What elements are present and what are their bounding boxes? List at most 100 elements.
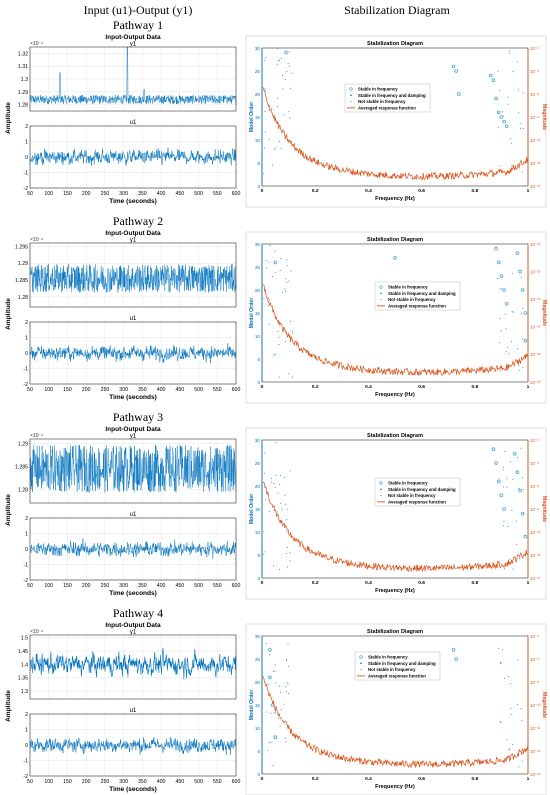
- stab-y-tick-label: 5: [257, 357, 260, 362]
- not-stable-point: [286, 282, 288, 284]
- stable-point: [494, 246, 498, 251]
- not-stable-point: [507, 103, 509, 105]
- stab-x-tick-label: 0.4: [365, 188, 372, 194]
- not-stable-point: [280, 474, 282, 476]
- not-stable-point: [268, 323, 270, 325]
- legend-label: Not stable in frequency: [388, 493, 436, 498]
- not-stable-point: [285, 552, 287, 554]
- stable-point: [454, 69, 458, 73]
- not-stable-point: [507, 96, 509, 98]
- not-stable-point: [263, 173, 265, 175]
- not-stable-point: [274, 250, 276, 252]
- x-tick-label: 450: [175, 191, 184, 197]
- not-stable-point: [285, 278, 287, 280]
- stab-x-tick-label: 0.6: [418, 384, 425, 390]
- not-stable-point: [283, 477, 285, 479]
- u1-subplot-title: u1: [130, 120, 137, 126]
- averaged-response-line: [262, 87, 529, 181]
- not-stable-point: [284, 79, 286, 81]
- not-stable-point: [279, 140, 280, 142]
- legend-label: Not stable in frequency: [358, 99, 406, 104]
- x-tick-label: 100: [44, 191, 53, 197]
- not-stable-point: [292, 332, 293, 334]
- pathway-label: Pathway 2: [113, 214, 163, 228]
- io-xlabel: Time (seconds): [109, 394, 157, 401]
- stable-point: [518, 269, 522, 274]
- not-stable-point: [279, 59, 280, 61]
- not-stable-point: [277, 331, 279, 332]
- stab-right-tick-label: 10⁻¹⁰: [530, 703, 541, 708]
- stab-y-tick-label: 0: [257, 576, 260, 581]
- stab-x-tick-label: 0.2: [312, 580, 319, 586]
- not-stable-point: [263, 297, 265, 299]
- not-stable-point: [504, 568, 506, 570]
- not-stable-point: [497, 278, 499, 279]
- legend-marker-stable: [379, 285, 383, 289]
- stab-right-tick-label: 10⁻¹²: [530, 553, 541, 558]
- x-tick-label: 200: [82, 583, 91, 589]
- not-stable-point: [511, 273, 513, 275]
- stable-point: [457, 92, 461, 96]
- stab-right-tick-label: 10⁻¹⁸: [530, 352, 541, 357]
- stab-right-tick-label: 10⁻²: [530, 438, 539, 443]
- not-stable-point: [502, 486, 504, 488]
- stab-ylabel-left: Model Order: [249, 102, 255, 133]
- not-stable-point: [273, 354, 275, 356]
- not-stable-point: [288, 665, 290, 667]
- not-stable-point: [275, 712, 276, 714]
- stab-y-tick-label: 30: [255, 438, 261, 443]
- legend-marker-stable: [359, 655, 363, 659]
- not-stable-point: [510, 138, 512, 140]
- stab-right-tick-label: 10⁻¹⁰: [530, 242, 541, 247]
- not-stable-point: [281, 57, 283, 59]
- not-stable-point: [521, 171, 523, 173]
- not-stable-point: [285, 691, 287, 693]
- stable-point: [496, 479, 501, 484]
- not-stable-point: [289, 87, 291, 89]
- not-stable-point: [518, 364, 520, 366]
- x-tick-label: 400: [157, 191, 166, 197]
- legend-label: Stable in frequency: [388, 481, 428, 486]
- not-stable-point: [518, 112, 520, 114]
- u1-tick-label: 0: [25, 351, 28, 357]
- stab-x-tick-label: 0.8: [471, 776, 478, 782]
- not-stable-point: [510, 683, 512, 684]
- stable-point: [488, 73, 493, 78]
- stable-point: [499, 274, 504, 279]
- not-stable-point: [269, 510, 270, 512]
- legend-label: Not stable in frequency: [388, 297, 436, 302]
- stab-right-tick-label: 10⁻¹⁰: [530, 530, 541, 535]
- not-stable-point: [267, 492, 269, 494]
- x-tick-label: 400: [157, 387, 166, 393]
- u1-tick-label: 1: [25, 532, 28, 538]
- stab-y-tick-label: 10: [255, 530, 261, 535]
- y1-signal-line: [29, 264, 237, 294]
- y1-tick-label: 1.29: [18, 261, 28, 267]
- not-stable-point: [507, 347, 509, 349]
- not-stable-point: [284, 722, 286, 724]
- not-stable-point: [274, 147, 276, 149]
- not-stable-point: [511, 311, 513, 312]
- io-panel-title: Input-Output Data: [105, 230, 161, 237]
- stab-x-tick-label: 0: [261, 384, 264, 390]
- u1-axes-box: [29, 713, 237, 777]
- x-tick-label: 50: [27, 387, 33, 393]
- stab-right-tick-label: 10⁻¹⁶: [530, 772, 541, 777]
- legend-label: Stable in frequency and damping: [388, 487, 456, 492]
- not-stable-point: [288, 373, 290, 375]
- y1-tick-label: 1.29: [18, 90, 28, 96]
- not-stable-point: [512, 743, 514, 745]
- stab-y-tick-label: 5: [257, 161, 260, 166]
- not-stable-point: [517, 659, 519, 661]
- u1-signal-line: [29, 538, 237, 559]
- not-stable-point: [520, 708, 522, 710]
- stable-point: [393, 255, 397, 260]
- not-stable-point: [276, 63, 278, 65]
- stab-y-tick-label: 15: [255, 115, 261, 120]
- u1-subplot-title: u1: [130, 708, 137, 714]
- stable-point: [523, 338, 528, 343]
- not-stable-point: [285, 686, 287, 688]
- left-column-title: Input (u1)-Output (y1): [84, 3, 193, 17]
